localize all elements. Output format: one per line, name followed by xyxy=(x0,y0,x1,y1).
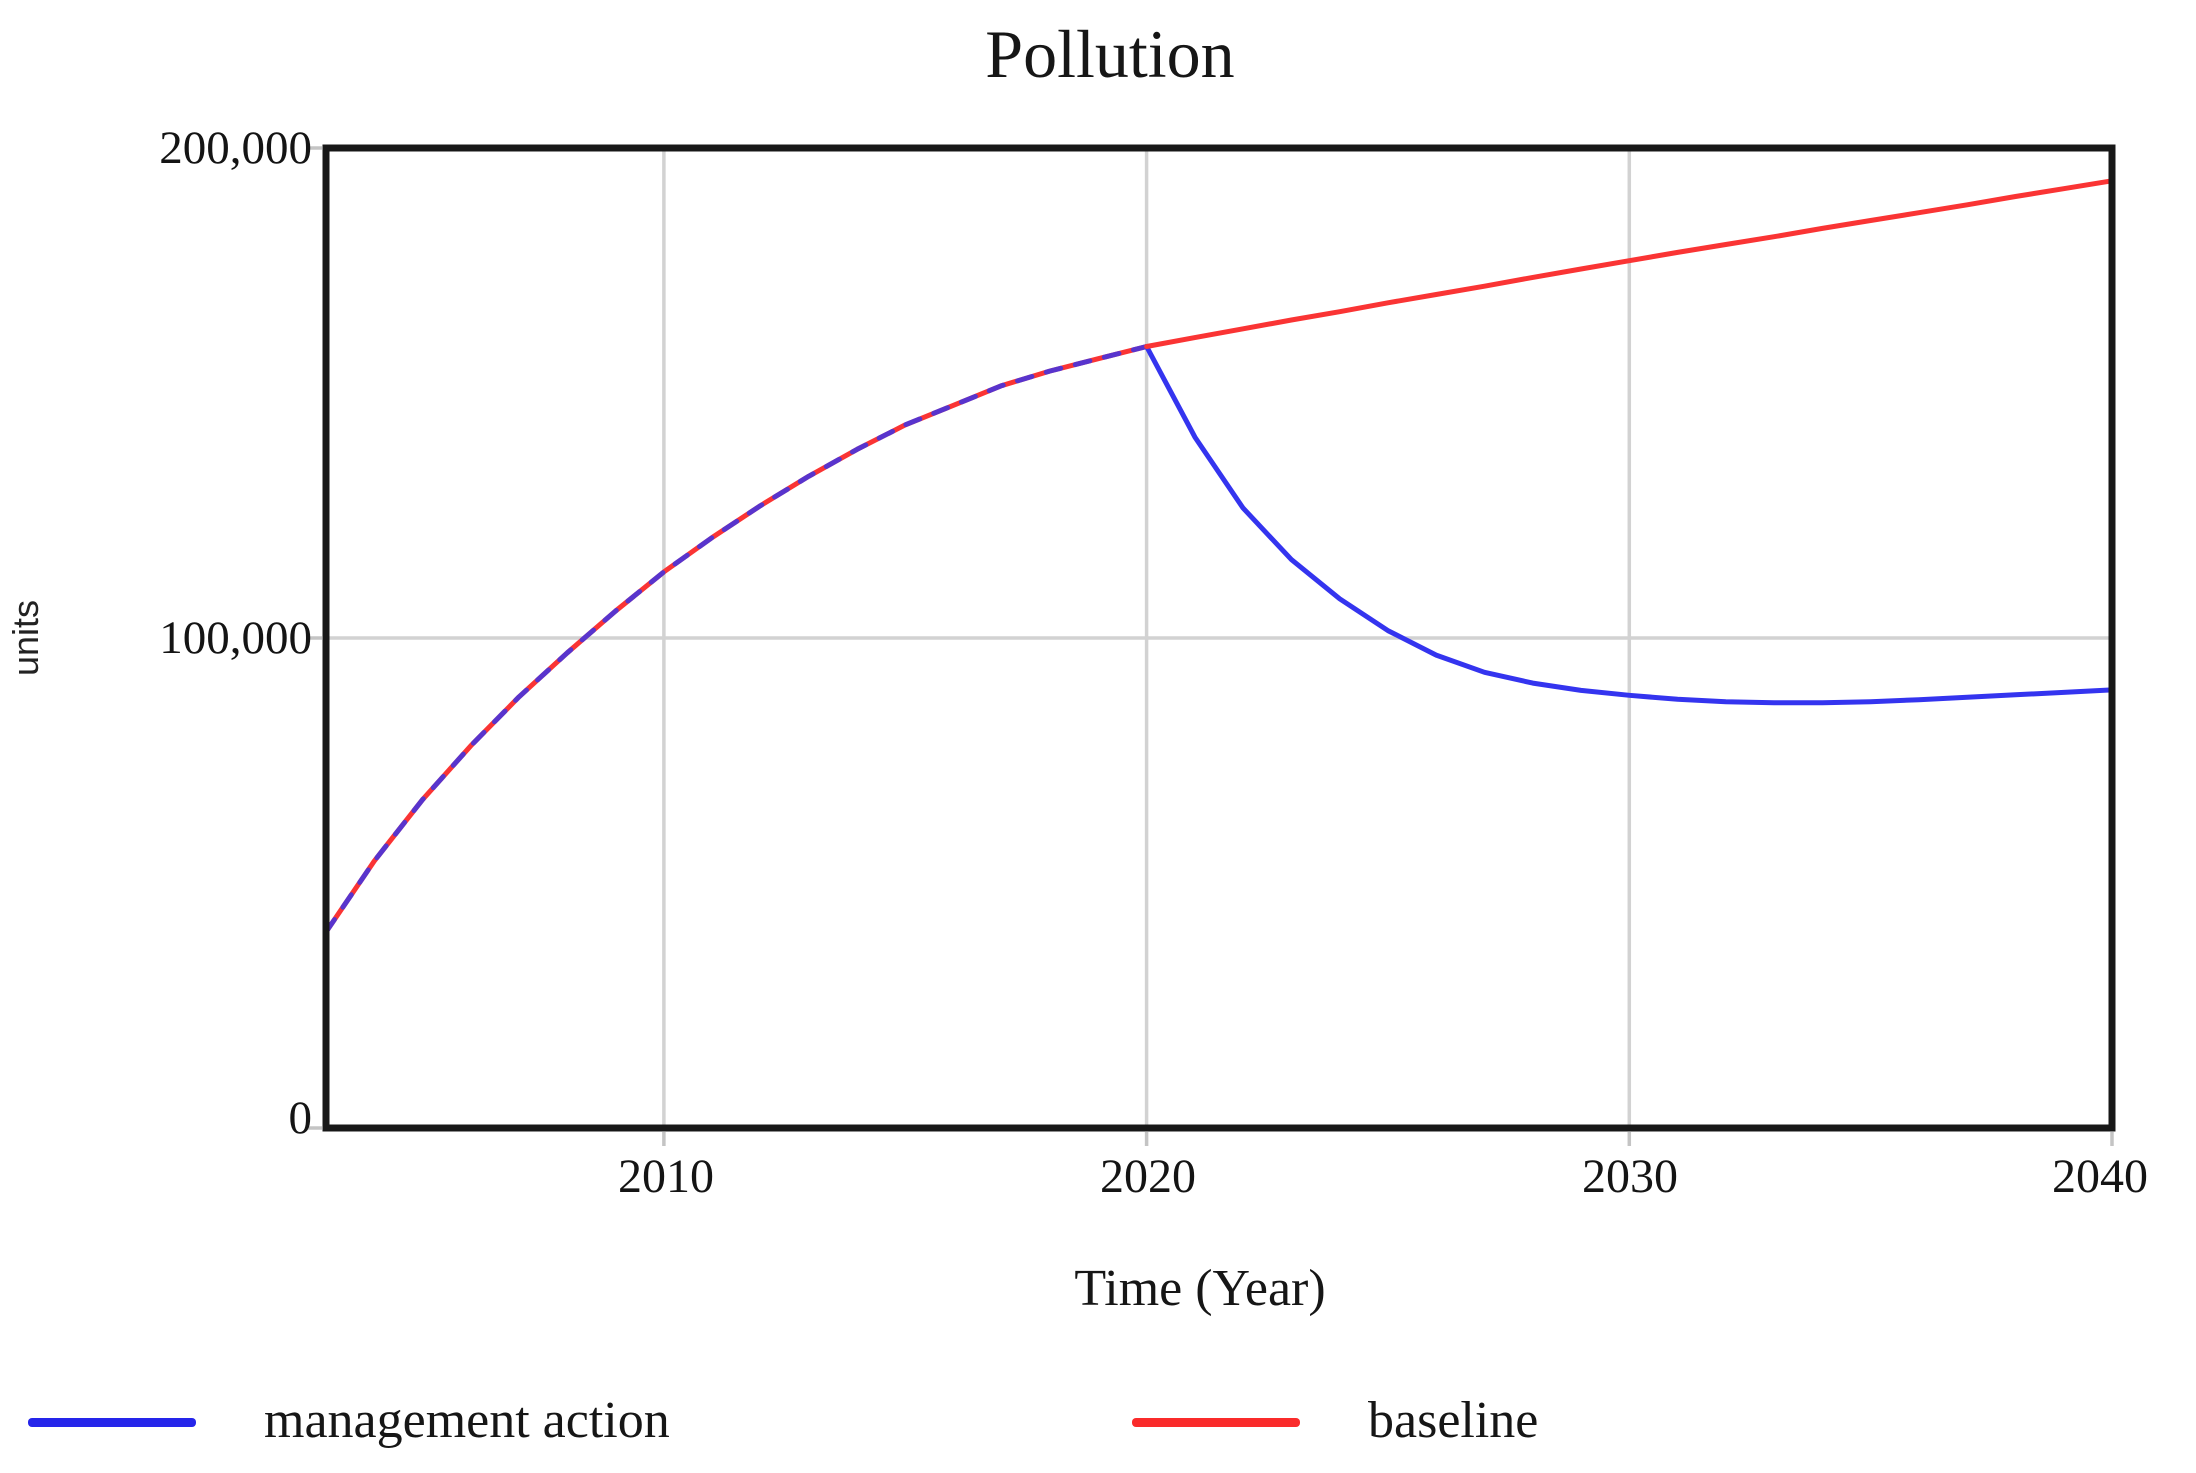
x-tick-2030: 2030 xyxy=(1582,1150,1678,1203)
x-tick-2040: 2040 xyxy=(2052,1150,2148,1203)
chart-title: Pollution xyxy=(985,16,1235,92)
y-tick-100000: 100,000 xyxy=(159,612,312,664)
baseline-line-swatch xyxy=(1132,1418,1300,1427)
legend-label-baseline: baseline xyxy=(1368,1392,1539,1449)
x-tick-2010: 2010 xyxy=(618,1150,714,1203)
legend: management action baseline xyxy=(0,1382,2196,1462)
y-tick-0: 0 xyxy=(288,1092,313,1144)
management-action-line-swatch xyxy=(28,1418,196,1427)
y-axis-label: units xyxy=(5,599,46,677)
y-tick-200000: 200,000 xyxy=(159,122,312,174)
x-tick-2020: 2020 xyxy=(1100,1150,1196,1203)
x-axis-label: Time (Year) xyxy=(1074,1260,1326,1317)
legend-label-management-action: management action xyxy=(264,1392,670,1449)
